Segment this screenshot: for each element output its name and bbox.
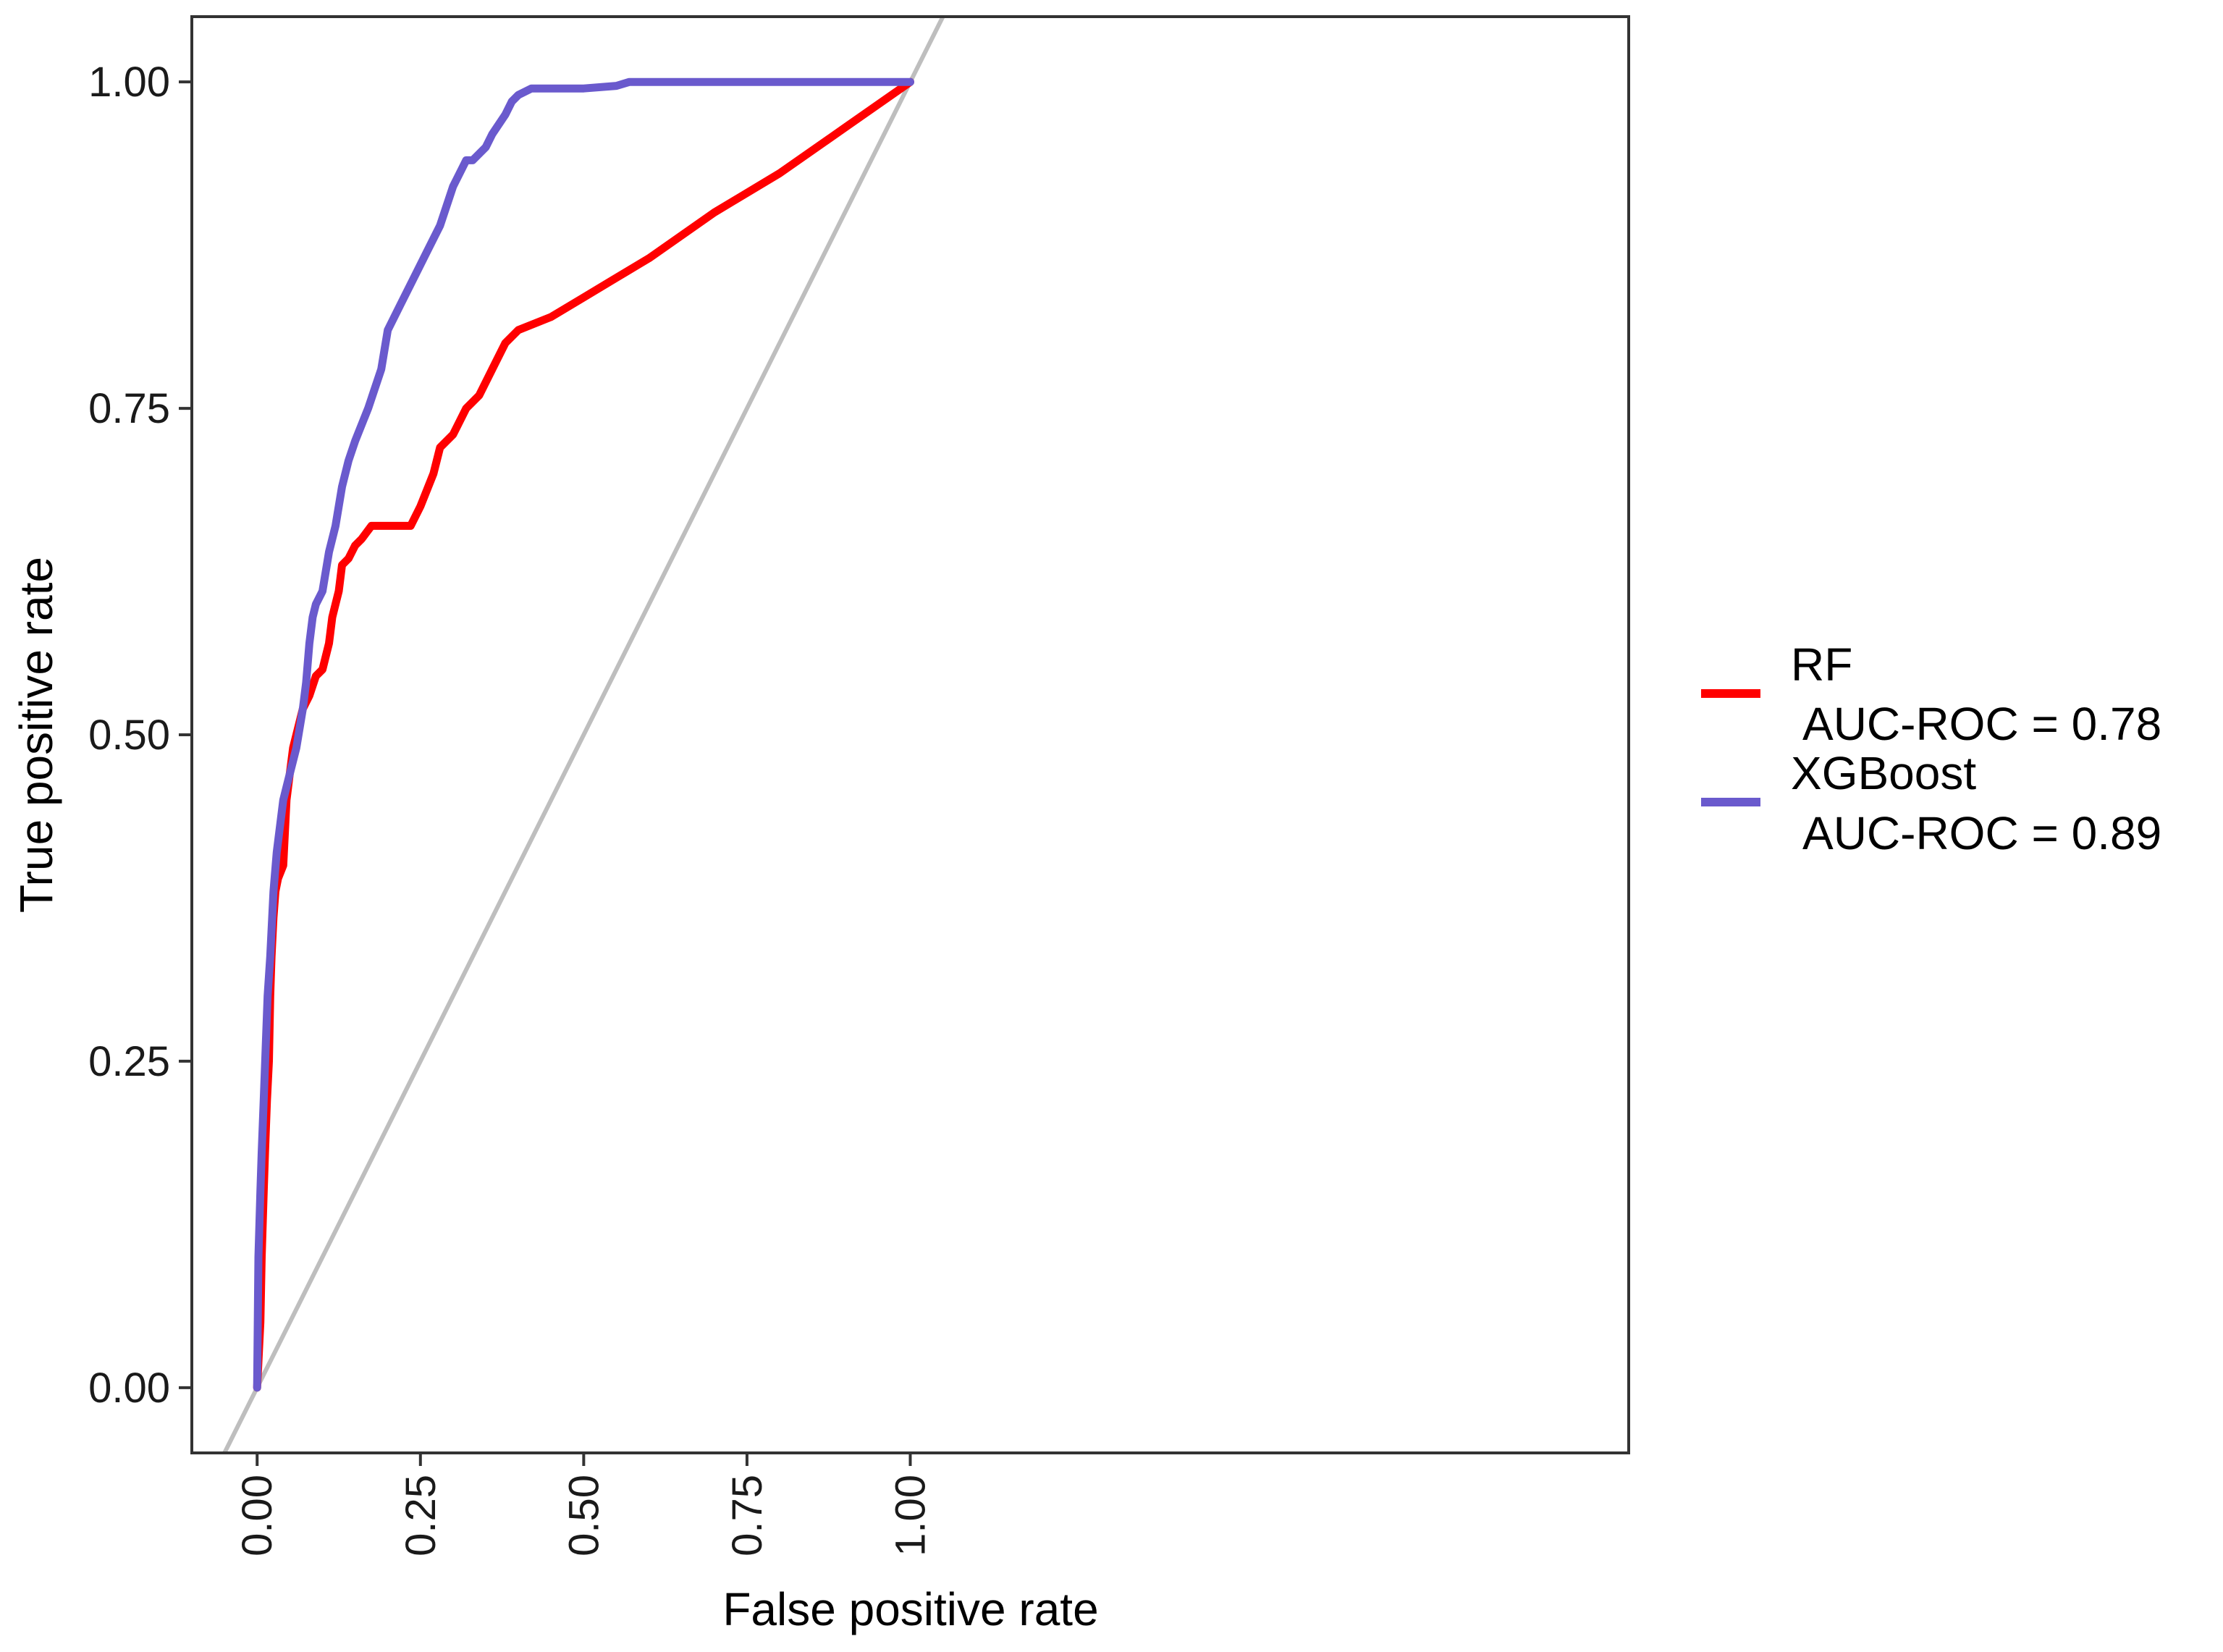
legend: RF AUC-ROC = 0.78 XGBoost AUC-ROC = 0.89 [1701, 639, 2161, 859]
legend-auc-xgboost: AUC-ROC = 0.89 [1802, 807, 2161, 859]
x-tick-label: 1.00 [887, 1475, 935, 1556]
x-tick-label: 0.25 [397, 1475, 444, 1556]
legend-auc-rf: AUC-ROC = 0.78 [1802, 698, 2161, 750]
y-tick-label: 0.75 [88, 385, 170, 432]
x-tick-label: 0.50 [560, 1475, 607, 1556]
y-tick-label: 0.50 [88, 712, 170, 759]
x-axis-title: False positive rate [722, 1583, 1098, 1635]
y-tick-label: 0.00 [88, 1365, 170, 1412]
plot-panel [192, 17, 1629, 1453]
series-line-xgboost [253, 77, 914, 1392]
y-axis-title: True positive rate [10, 557, 62, 913]
x-tick-label: 0.00 [234, 1475, 281, 1556]
legend-label-xgboost: XGBoost [1791, 747, 1976, 799]
y-tick-label: 1.00 [88, 59, 170, 106]
y-tick-label: 0.25 [88, 1038, 170, 1085]
legend-label-rf: RF [1791, 639, 1852, 691]
x-tick-label: 0.75 [724, 1475, 771, 1556]
